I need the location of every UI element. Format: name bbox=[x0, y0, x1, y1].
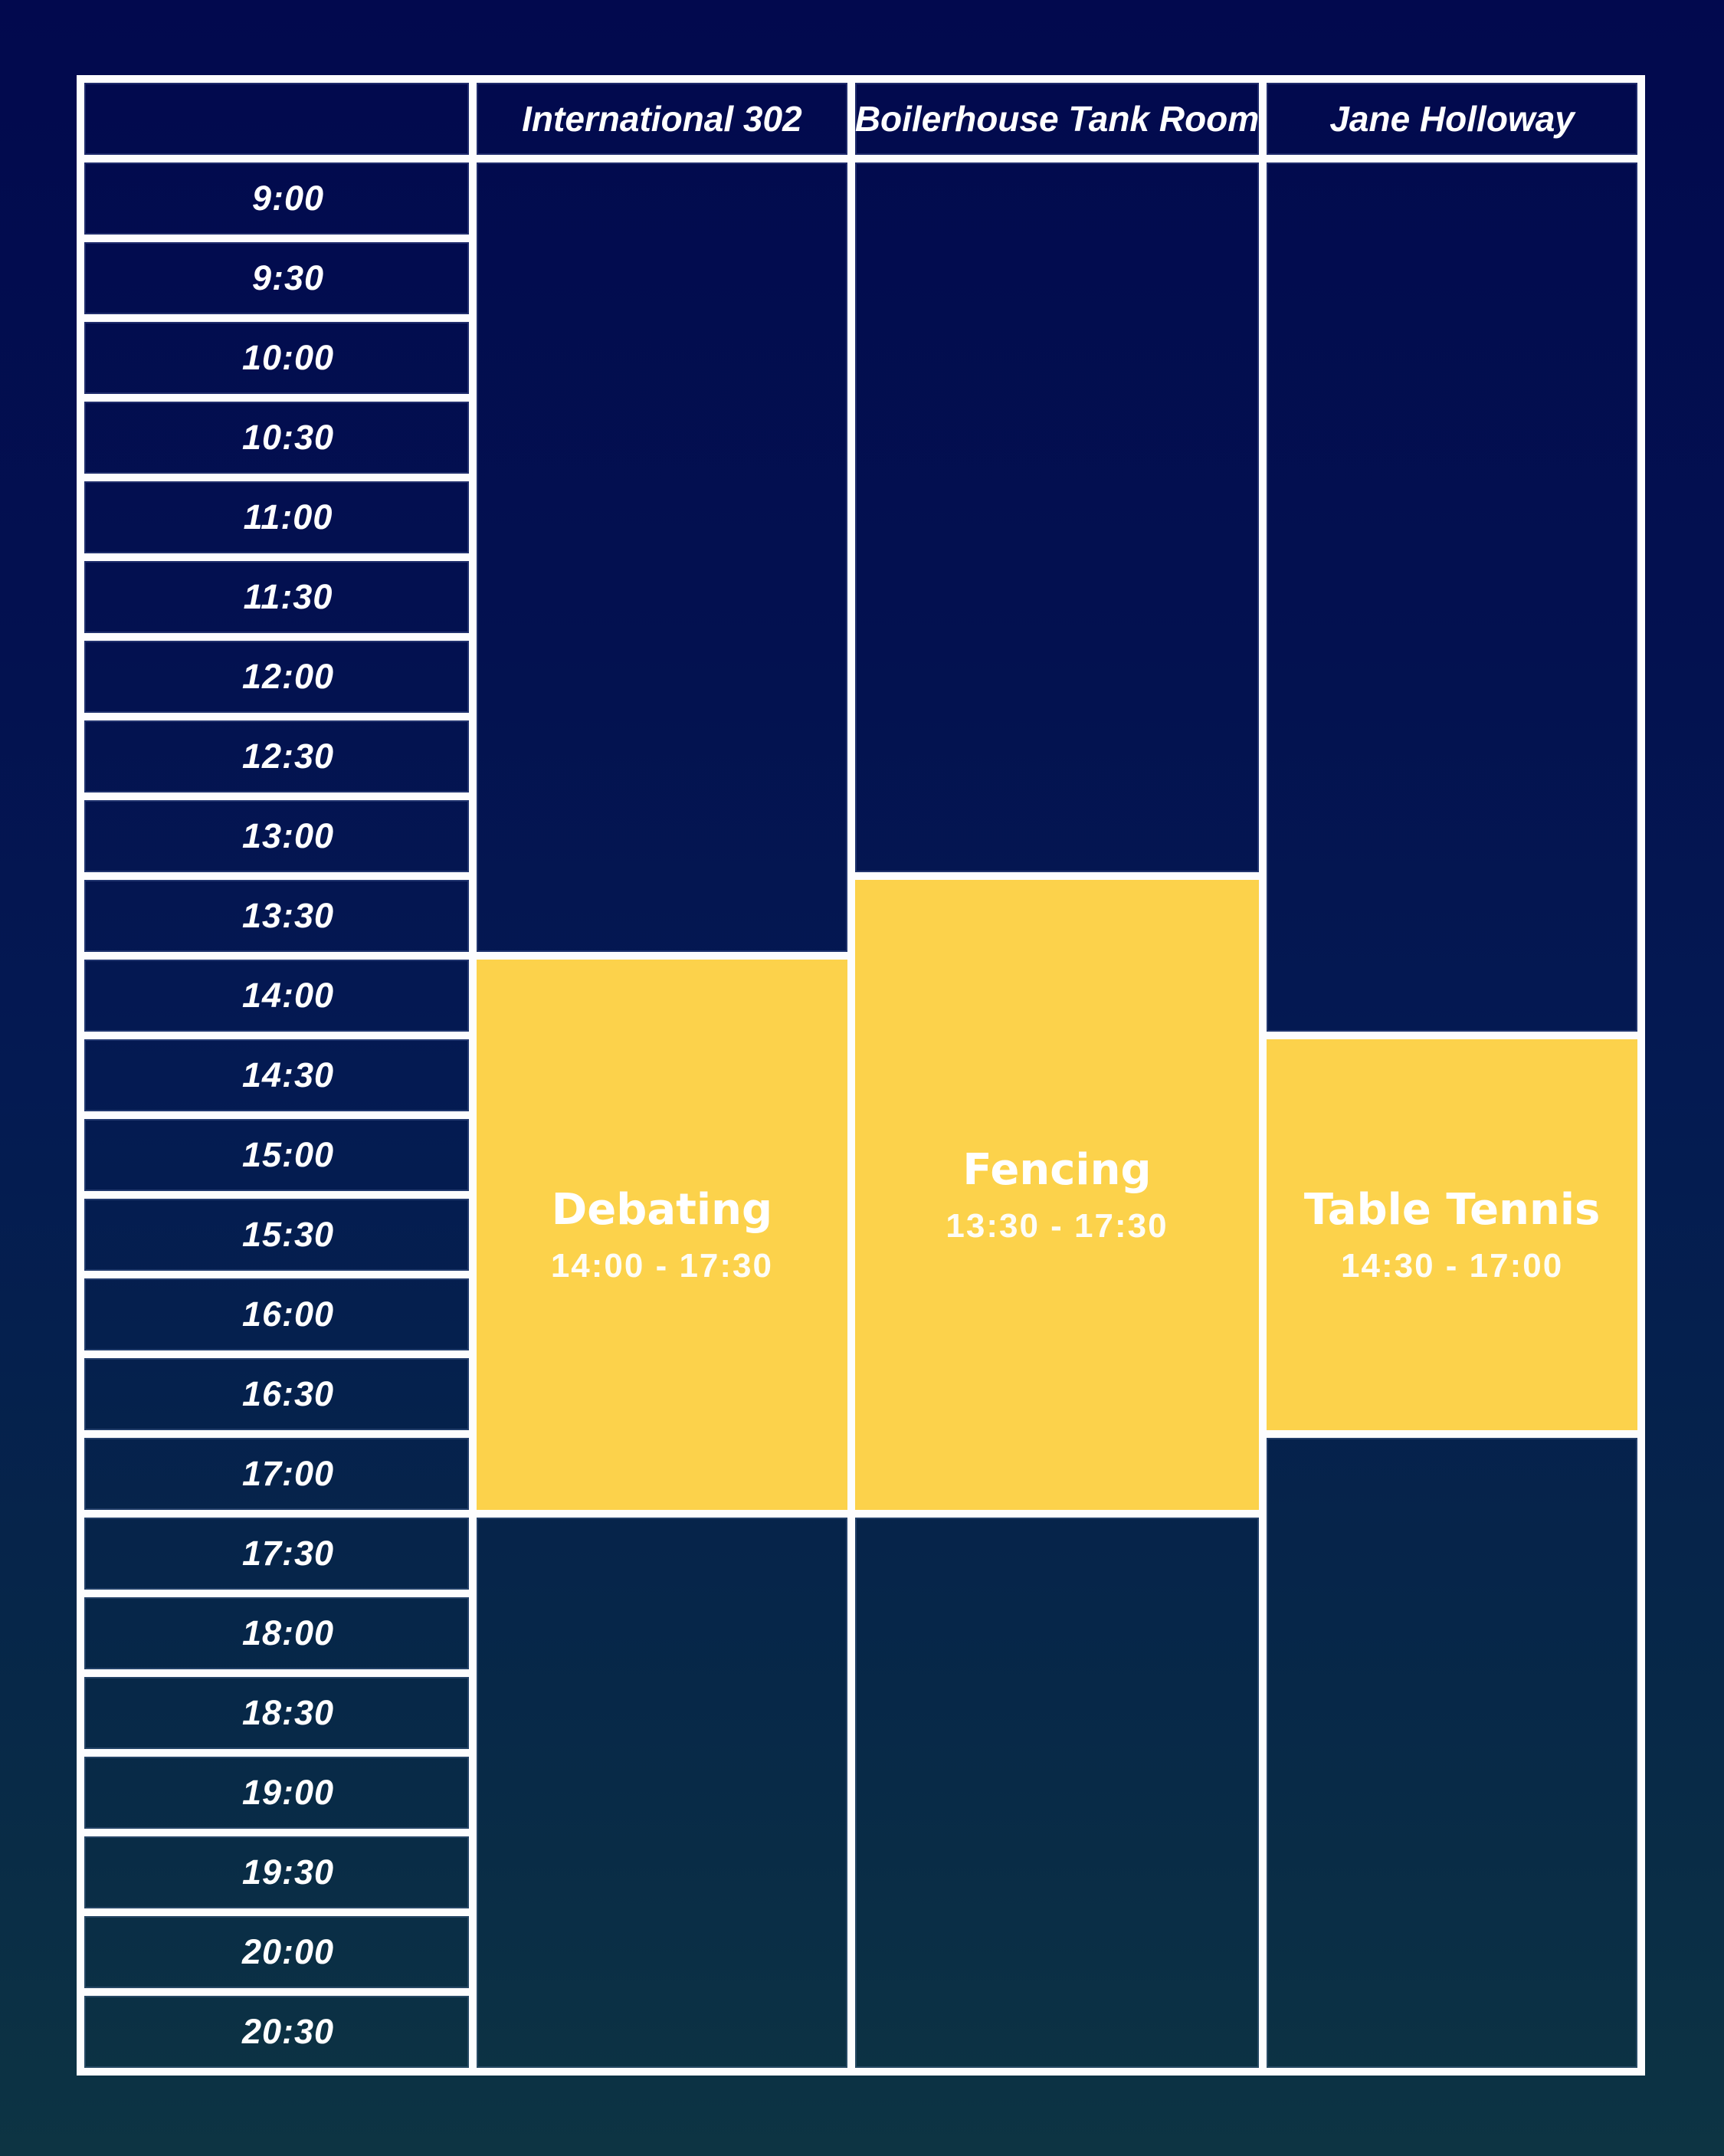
time-label: 14:00 bbox=[84, 960, 469, 1032]
time-label: 13:00 bbox=[84, 800, 469, 872]
empty-slot-block bbox=[854, 162, 1260, 872]
time-label: 16:00 bbox=[84, 1278, 469, 1350]
time-label: 10:00 bbox=[84, 322, 469, 394]
time-label: 17:00 bbox=[84, 1438, 469, 1510]
empty-slot-block bbox=[477, 162, 847, 952]
event-title: Debating bbox=[551, 1184, 773, 1235]
time-label: 12:30 bbox=[84, 720, 469, 793]
room-column-header: Boilerhouse Tank Room bbox=[854, 83, 1260, 155]
time-label: 11:30 bbox=[84, 561, 469, 633]
event-block-table-tennis[interactable]: Table Tennis 14:30 - 17:00 bbox=[1267, 1039, 1637, 1430]
time-label: 16:30 bbox=[84, 1358, 469, 1430]
event-time-range: 14:00 - 17:30 bbox=[550, 1246, 773, 1285]
time-label: 19:00 bbox=[84, 1757, 469, 1829]
event-title: Fencing bbox=[962, 1144, 1152, 1195]
time-label: 18:00 bbox=[84, 1597, 469, 1669]
event-block-fencing[interactable]: Fencing 13:30 - 17:30 bbox=[854, 880, 1260, 1510]
time-label: 20:30 bbox=[84, 1996, 469, 2068]
room-column-header: International 302 bbox=[477, 83, 847, 155]
time-label: 10:30 bbox=[84, 402, 469, 474]
time-label: 12:00 bbox=[84, 641, 469, 713]
time-label: 15:30 bbox=[84, 1199, 469, 1271]
empty-slot-block bbox=[1267, 162, 1637, 1032]
empty-slot-block bbox=[854, 1518, 1260, 2068]
corner-cell bbox=[84, 83, 469, 155]
empty-slot-block bbox=[477, 1518, 847, 2068]
room-column-boilerhouse-tank-room: Boilerhouse Tank Room Fencing 13:30 - 17… bbox=[854, 83, 1260, 2068]
room-column-header: Jane Holloway bbox=[1267, 83, 1637, 155]
time-label: 19:30 bbox=[84, 1836, 469, 1908]
timetable-grid: 9:00 9:30 10:00 10:30 11:00 11:30 12:00 … bbox=[77, 75, 1645, 2076]
event-time-range: 14:30 - 17:00 bbox=[1341, 1246, 1564, 1285]
time-label: 11:00 bbox=[84, 481, 469, 553]
event-block-debating[interactable]: Debating 14:00 - 17:30 bbox=[477, 960, 847, 1510]
time-label: 18:30 bbox=[84, 1677, 469, 1749]
time-label: 13:30 bbox=[84, 880, 469, 952]
time-label: 9:30 bbox=[84, 242, 469, 314]
room-column-jane-holloway: Jane Holloway Table Tennis 14:30 - 17:00 bbox=[1267, 83, 1637, 2068]
empty-slot-block bbox=[1267, 1438, 1637, 2068]
time-label: 20:00 bbox=[84, 1916, 469, 1988]
event-time-range: 13:30 - 17:30 bbox=[946, 1206, 1168, 1245]
time-label: 14:30 bbox=[84, 1039, 469, 1111]
time-label: 9:00 bbox=[84, 162, 469, 235]
event-title: Table Tennis bbox=[1303, 1184, 1601, 1235]
time-column: 9:00 9:30 10:00 10:30 11:00 11:30 12:00 … bbox=[84, 83, 469, 2068]
time-label: 17:30 bbox=[84, 1518, 469, 1590]
time-label: 15:00 bbox=[84, 1119, 469, 1191]
room-column-international-302: International 302 Debating 14:00 - 17:30 bbox=[477, 83, 847, 2068]
